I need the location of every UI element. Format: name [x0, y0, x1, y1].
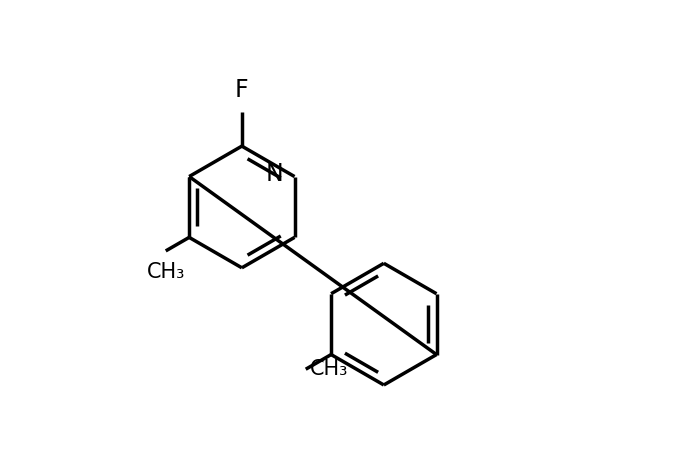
Text: CH₃: CH₃ — [147, 262, 185, 282]
Text: F: F — [235, 78, 249, 101]
Text: CH₃: CH₃ — [310, 359, 349, 379]
Text: N: N — [265, 162, 283, 186]
